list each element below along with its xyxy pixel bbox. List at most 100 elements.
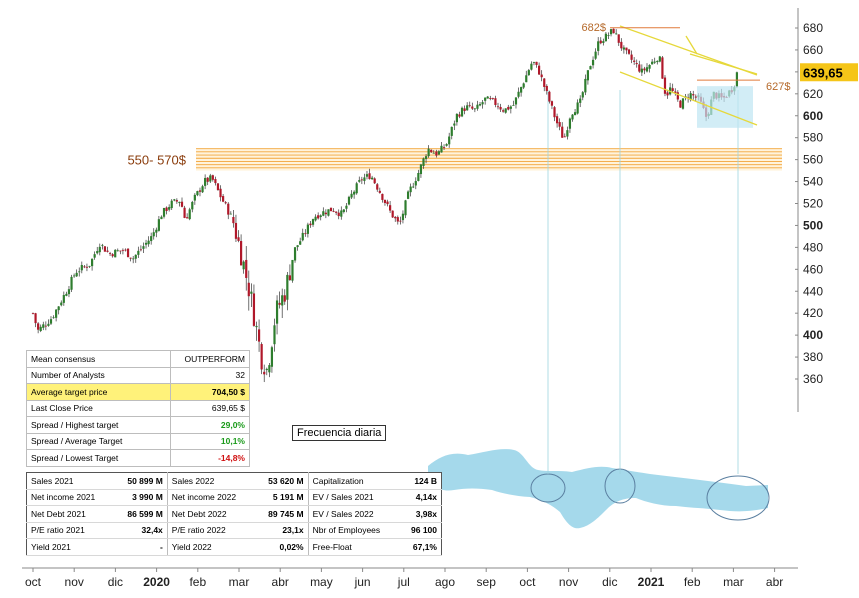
candle-body bbox=[139, 249, 143, 251]
candle-body bbox=[561, 126, 564, 138]
x-tick-label: mar bbox=[229, 575, 250, 589]
candle-body bbox=[502, 110, 505, 112]
consensus-row: Number of Analysts 32 bbox=[26, 366, 250, 384]
consensus-value: 32 bbox=[170, 366, 250, 384]
financials-row: Sales 2021 50 899 M Sales 2022 53 620 M Capi… bbox=[26, 472, 442, 490]
candle-body bbox=[514, 97, 518, 105]
candle-body bbox=[255, 325, 258, 328]
financials-label: Sales 2022 bbox=[167, 472, 256, 490]
candle-body bbox=[178, 201, 181, 204]
candle-body bbox=[347, 196, 351, 205]
frequency-label: Frecuencia diaria bbox=[292, 425, 387, 441]
consensus-value: OUTPERFORM bbox=[170, 350, 250, 368]
candle-body bbox=[566, 130, 569, 137]
financials-label: Free-Float bbox=[308, 538, 400, 556]
financials-row: Net Debt 2021 86 599 M Net Debt 2022 89 745… bbox=[26, 505, 442, 523]
channel-line-lower bbox=[619, 71, 758, 126]
consensus-label: Average target price bbox=[26, 383, 171, 401]
candle-body bbox=[581, 92, 584, 98]
financials-value: 32,4x bbox=[114, 522, 168, 539]
candle-body bbox=[553, 107, 556, 118]
x-tick-label: feb bbox=[189, 575, 206, 589]
financials-value: 23,1x bbox=[255, 522, 309, 539]
candle-body bbox=[358, 180, 361, 182]
candle-body bbox=[126, 248, 130, 258]
candle-body bbox=[442, 146, 446, 148]
candle-body bbox=[170, 200, 173, 209]
x-tick-label: dic bbox=[602, 575, 617, 589]
candle-body bbox=[103, 246, 107, 252]
candle-body bbox=[404, 200, 407, 216]
candle-body bbox=[355, 183, 358, 194]
candle-body bbox=[168, 207, 171, 210]
candle-body bbox=[476, 104, 479, 109]
candle-body bbox=[70, 276, 73, 290]
candle-body bbox=[80, 265, 83, 271]
candle-body bbox=[37, 323, 40, 330]
financials-label: Net Debt 2021 bbox=[26, 505, 115, 523]
consensus-table: Mean consensus OUTPERFORM Number of Analys… bbox=[26, 350, 250, 467]
candle-body bbox=[666, 92, 669, 96]
candle-body bbox=[124, 249, 127, 251]
candle-body bbox=[299, 241, 302, 245]
x-tick-label: 2021 bbox=[638, 575, 665, 589]
candle-body bbox=[409, 186, 412, 193]
candle-body bbox=[525, 75, 528, 83]
consensus-label: Number of Analysts bbox=[26, 366, 171, 384]
candle-body bbox=[311, 219, 315, 225]
financials-value: - bbox=[114, 538, 168, 556]
candle-body bbox=[376, 184, 379, 190]
y-tick-label: 540 bbox=[803, 175, 823, 189]
candle-body bbox=[435, 151, 438, 156]
candle-body bbox=[106, 250, 109, 252]
candle-body bbox=[319, 215, 322, 218]
candle-body bbox=[42, 324, 45, 328]
candle-body bbox=[517, 91, 520, 97]
candle-body bbox=[607, 35, 610, 36]
y-tick-label: 560 bbox=[803, 153, 823, 167]
financials-value: 86 599 M bbox=[114, 505, 168, 523]
financials-row: P/E ratio 2021 32,4x P/E ratio 2022 23,1x Nb… bbox=[26, 522, 442, 539]
consensus-row: Spread / Lowest Target -14,8% bbox=[26, 449, 250, 467]
candle-body bbox=[340, 210, 343, 217]
support-label: 627$ bbox=[766, 81, 790, 93]
candle-body bbox=[162, 207, 166, 217]
y-tick-label: 440 bbox=[803, 284, 823, 298]
candle-body bbox=[222, 196, 225, 202]
candle-body bbox=[265, 368, 268, 371]
candle-body bbox=[627, 49, 631, 54]
candle-body bbox=[504, 108, 507, 113]
financials-row: Net income 2021 3 990 M Net income 2022 5 1… bbox=[26, 489, 442, 506]
y-tick-label: 360 bbox=[803, 372, 823, 386]
candle-body bbox=[440, 145, 443, 153]
resistance-label: 682$ bbox=[582, 22, 606, 34]
candle-body bbox=[49, 319, 53, 324]
guide-lines bbox=[547, 90, 739, 474]
candle-body bbox=[545, 85, 548, 91]
candle-body bbox=[293, 247, 297, 261]
candle-body bbox=[453, 123, 456, 126]
candle-body bbox=[625, 47, 628, 51]
candle-body bbox=[239, 241, 243, 266]
candle-body bbox=[93, 254, 96, 258]
candle-body bbox=[204, 177, 207, 186]
candle-body bbox=[602, 41, 605, 43]
candle-body bbox=[278, 302, 281, 305]
candle-body bbox=[576, 102, 579, 114]
candle-body bbox=[52, 317, 55, 319]
candle-body bbox=[137, 250, 140, 255]
candle-body bbox=[491, 98, 494, 99]
financials-label: Net income 2021 bbox=[26, 489, 115, 506]
candle-body bbox=[437, 151, 441, 155]
candle-body bbox=[612, 28, 615, 34]
candle-body bbox=[209, 175, 212, 182]
candle-body bbox=[520, 87, 523, 93]
consensus-label: Last Close Price bbox=[26, 399, 171, 417]
candle-body bbox=[635, 63, 638, 65]
financials-value: 3 990 M bbox=[114, 489, 168, 506]
candle-body bbox=[597, 41, 600, 51]
financials-label: EV / Sales 2022 bbox=[308, 505, 400, 523]
candle-body bbox=[604, 33, 607, 42]
candle-body bbox=[599, 40, 602, 44]
y-tick-label: 380 bbox=[803, 350, 823, 364]
